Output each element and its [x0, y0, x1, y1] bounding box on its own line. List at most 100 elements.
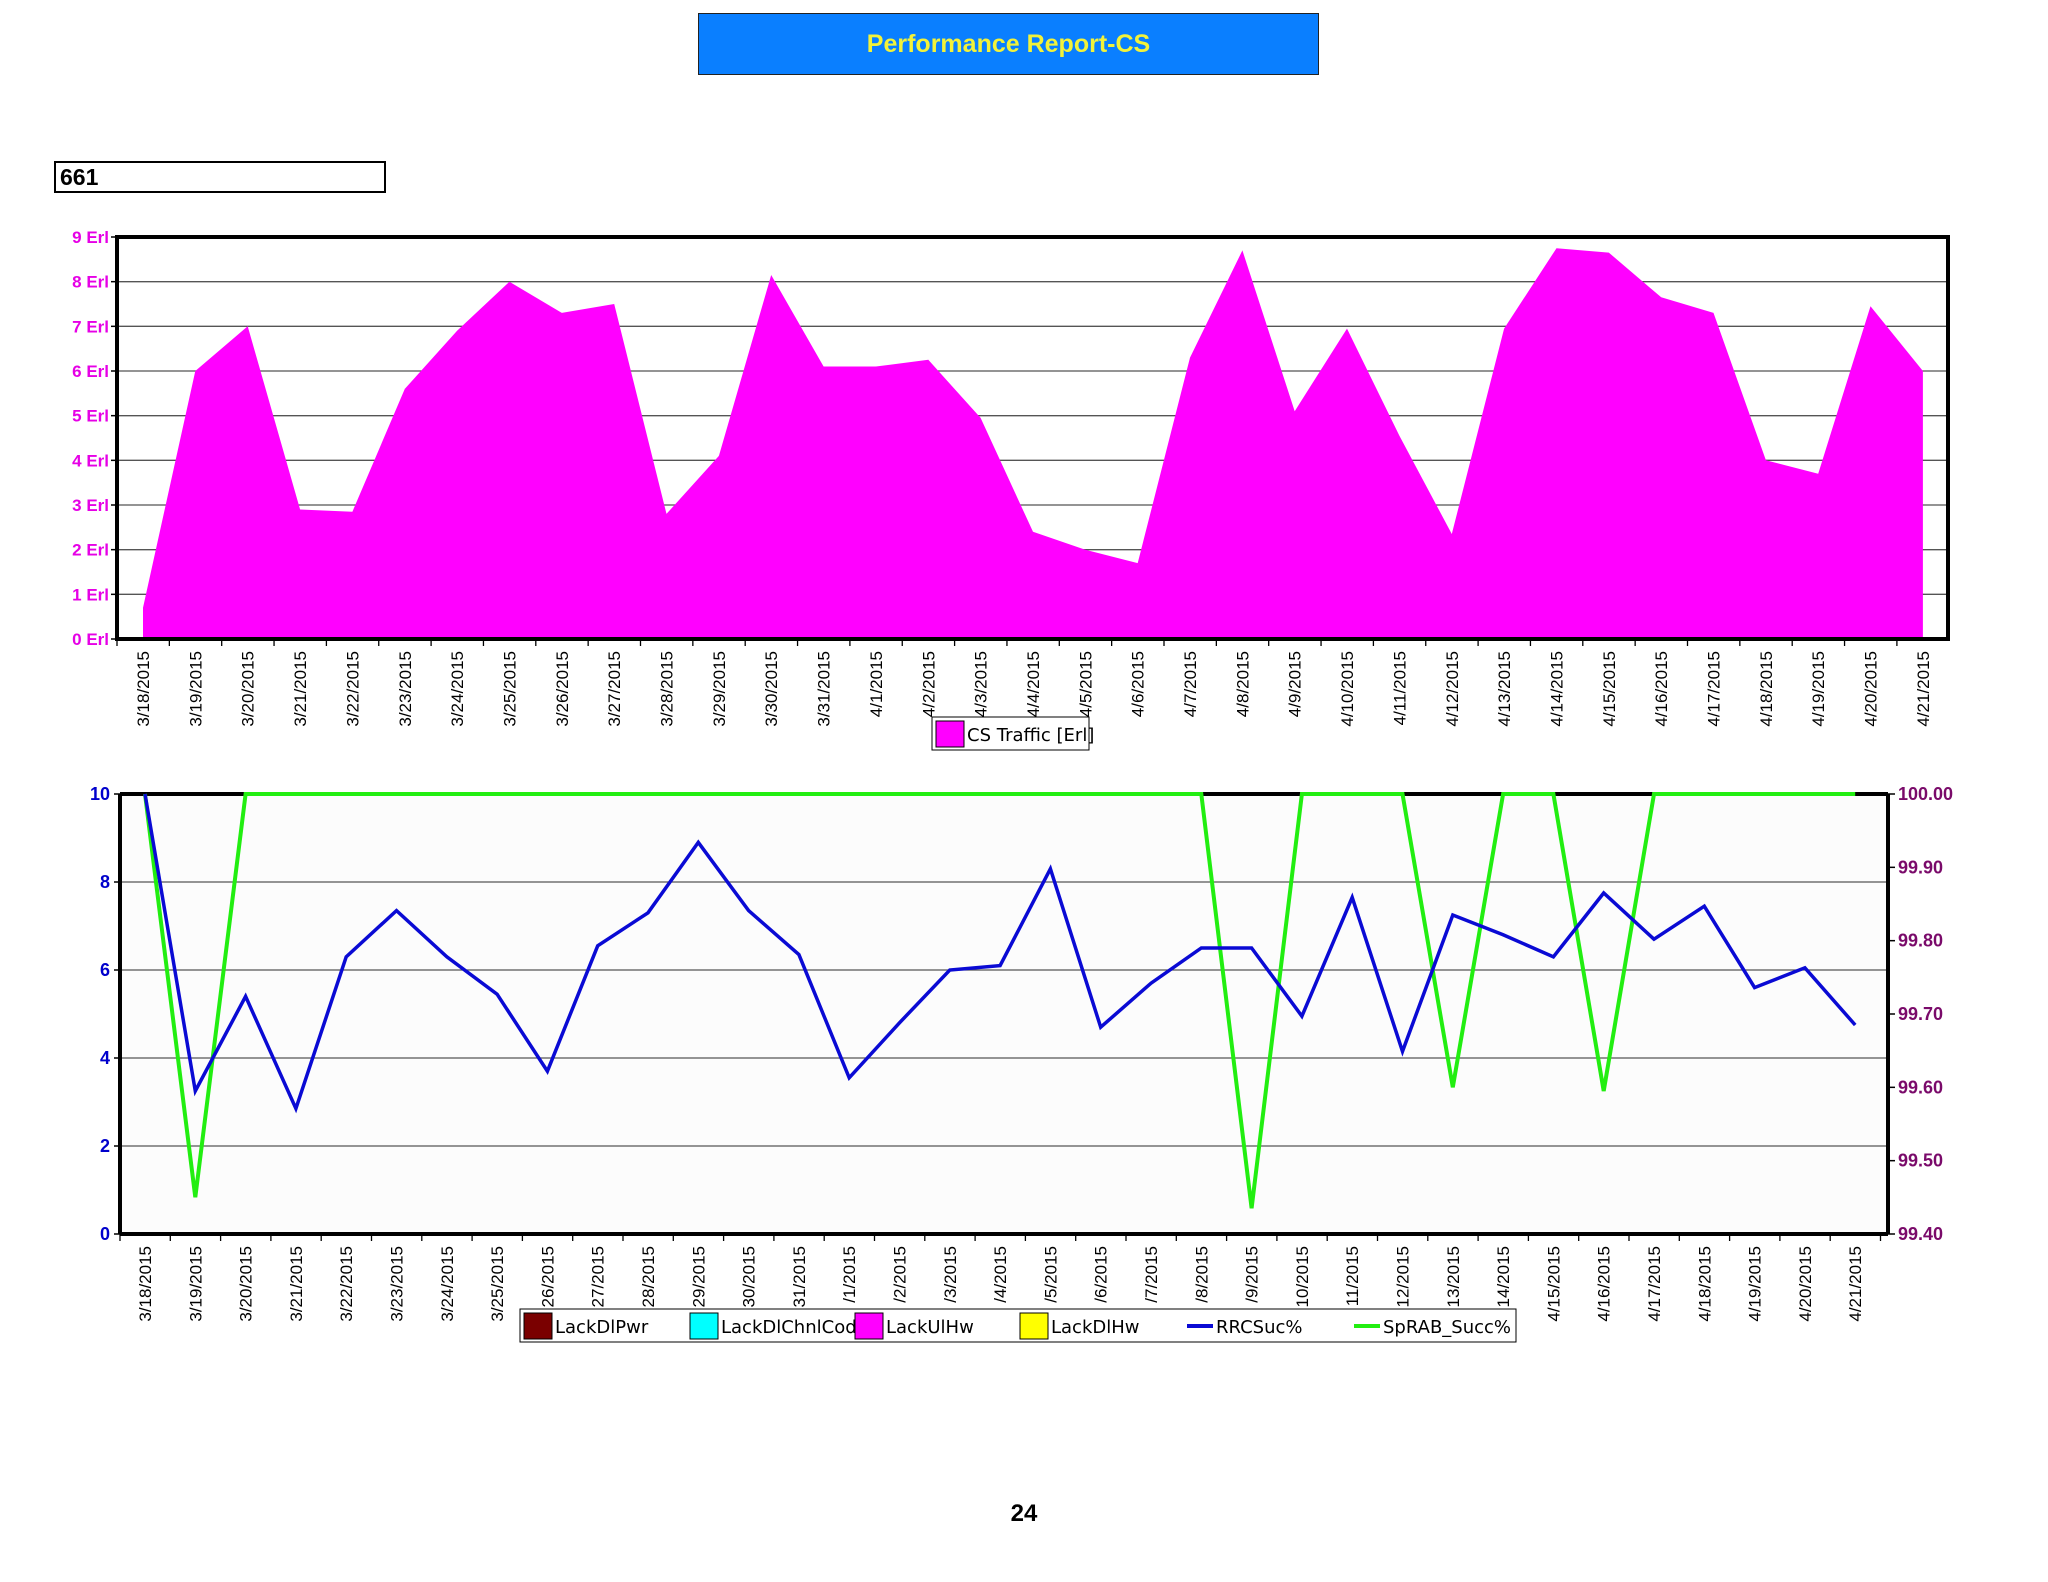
y-right-tick-label: 99.50: [1898, 1151, 1943, 1171]
x-tick-label: 4/9/2015: [1286, 651, 1305, 717]
x-tick-label: 4/2/2015: [919, 651, 938, 717]
x-tick-label: 4/21/2015: [1846, 1246, 1865, 1322]
x-tick-label: 13/2015: [1444, 1246, 1463, 1307]
y-right-tick-label: 99.40: [1898, 1224, 1943, 1244]
x-tick-label: 10/2015: [1293, 1246, 1312, 1307]
cs-traffic-area: [143, 248, 1923, 639]
x-tick-label: 3/23/2015: [388, 1246, 407, 1322]
cs-traffic-chart: 0 Erl 1 Erl 2 Erl 3 Erl 4 Erl 5 Erl 6 Erl 7 Erl…: [72, 228, 1950, 751]
x-tick-label: 3/19/2015: [186, 651, 205, 727]
legend-label: SpRAB_Succ%: [1383, 1317, 1511, 1338]
x-tick-label: 4/5/2015: [1076, 651, 1095, 717]
x-tick-label: 12/2015: [1394, 1246, 1413, 1307]
x-tick-label: 4/19/2015: [1746, 1246, 1765, 1322]
x-tick-label: /8/2015: [1192, 1246, 1211, 1303]
x-tick-label: 4/1/2015: [867, 651, 886, 717]
legend-label: LackDlPwr: [555, 1317, 649, 1338]
legend-label: LackUlHw: [886, 1317, 974, 1338]
legend-label: LackDlHw: [1051, 1317, 1140, 1338]
y-right-tick-label: 99.80: [1898, 931, 1943, 951]
x-tick-label: 4/18/2015: [1757, 651, 1776, 727]
x-tick-label: 11/2015: [1343, 1246, 1362, 1306]
legend-swatch: [689, 1312, 719, 1340]
x-tick-label: 4/18/2015: [1695, 1246, 1714, 1322]
plot-area: [120, 794, 1888, 1234]
x-tick-label: 4/19/2015: [1809, 651, 1828, 727]
x-tick-label: 3/24/2015: [438, 1246, 457, 1322]
page-number: 24: [1010, 1500, 1038, 1527]
cell-id-box: 661: [54, 161, 386, 193]
x-tick-label: 3/27/2015: [605, 651, 624, 727]
x-tick-label: 30/2015: [740, 1246, 759, 1307]
legend-label: RRCSuc%: [1216, 1317, 1303, 1338]
x-tick-label: 4/13/2015: [1495, 651, 1514, 727]
x-tick-label: 4/6/2015: [1129, 651, 1148, 717]
x-tick-label: 3/22/2015: [337, 1246, 356, 1322]
y-tick-label: 4 Erl: [72, 451, 109, 470]
x-tick-label: /1/2015: [840, 1246, 859, 1303]
y-left-tick-label: 8: [100, 872, 110, 892]
y-tick-label: 9 Erl: [72, 228, 109, 247]
x-tick-label: 29/2015: [689, 1246, 708, 1307]
x-tick-label: 3/25/2015: [501, 651, 520, 727]
x-tick-label: /4/2015: [991, 1246, 1010, 1303]
legend-box: [519, 1308, 1517, 1343]
x-tick-label: 4/20/2015: [1862, 651, 1881, 727]
report-title-banner: Performance Report-CS: [698, 13, 1319, 75]
x-tick-label: 3/18/2015: [136, 1246, 155, 1322]
x-tick-label: 3/20/2015: [239, 651, 258, 727]
x-tick-label: /3/2015: [941, 1246, 960, 1303]
y-tick-label: 2 Erl: [72, 541, 109, 560]
y-right-tick-label: 99.70: [1898, 1004, 1943, 1024]
legend-swatch: [1019, 1312, 1049, 1340]
x-tick-label: 4/7/2015: [1181, 651, 1200, 717]
x-tick-label: 28/2015: [639, 1246, 658, 1307]
y-tick-label: 5 Erl: [72, 407, 109, 426]
x-tick-label: 3/28/2015: [658, 651, 677, 727]
x-tick-label: 4/17/2015: [1705, 651, 1724, 727]
legend-swatch: [935, 720, 965, 748]
legend-label: LackDlChnlCode: [721, 1317, 868, 1338]
x-tick-label: 3/21/2015: [291, 651, 310, 727]
x-tick-label: 3/22/2015: [343, 651, 362, 727]
report-title: Performance Report-CS: [866, 29, 1151, 58]
x-tick-label: 3/25/2015: [488, 1246, 507, 1322]
x-tick-label: 4/12/2015: [1443, 651, 1462, 727]
x-tick-label: /5/2015: [1041, 1246, 1060, 1303]
x-tick-label: 4/14/2015: [1548, 651, 1567, 727]
x-tick-label: 27/2015: [589, 1246, 608, 1307]
x-tick-label: 4/17/2015: [1645, 1246, 1664, 1322]
x-tick-label: 3/23/2015: [396, 651, 415, 727]
x-tick-label: 4/8/2015: [1233, 651, 1252, 717]
x-tick-label: 4/15/2015: [1600, 651, 1619, 727]
plot-border: [115, 235, 1950, 641]
legend: CS Traffic [Erl]: [931, 716, 1094, 751]
x-tick-label: /7/2015: [1142, 1246, 1161, 1303]
y-right-tick-label: 99.60: [1898, 1077, 1943, 1097]
x-tick-label: 4/16/2015: [1652, 651, 1671, 727]
y-tick-label: 1 Erl: [72, 585, 109, 604]
x-tick-label: /2/2015: [891, 1246, 910, 1303]
legend-swatch: [854, 1312, 884, 1340]
x-tick-label: 4/4/2015: [1024, 651, 1043, 717]
x-tick-label: 3/21/2015: [287, 1246, 306, 1322]
y-tick-label: 3 Erl: [72, 496, 109, 515]
success-rate-chart: 0 2 4 6 8 10 99.40 99.50 99.60 99.70 99.80 99.90 100…: [90, 784, 1953, 1343]
x-tick-label: 3/18/2015: [134, 651, 153, 727]
x-tick-label: 4/16/2015: [1595, 1246, 1614, 1322]
y-tick-label: 6 Erl: [72, 362, 109, 381]
x-tick-label: 4/11/2015: [1390, 651, 1409, 725]
y-left-tick-label: 2: [100, 1136, 110, 1156]
x-tick-label: 14/2015: [1494, 1246, 1513, 1307]
x-tick-label: 3/20/2015: [237, 1246, 256, 1322]
y-left-tick-label: 0: [100, 1224, 110, 1244]
x-tick-label: 3/26/2015: [553, 651, 572, 727]
x-tick-label: /9/2015: [1243, 1246, 1262, 1303]
x-tick-label: 4/20/2015: [1796, 1246, 1815, 1322]
legend: LackDlPwr LackDlChnlCode LackUlHw LackDlHw R…: [519, 1308, 1517, 1343]
x-tick-label: 3/24/2015: [448, 651, 467, 727]
y-left-tick-label: 6: [100, 960, 110, 980]
y-right-tick-label: 99.90: [1898, 857, 1943, 877]
x-tick-label: 31/2015: [790, 1246, 809, 1307]
x-tick-label: 3/31/2015: [815, 651, 834, 727]
